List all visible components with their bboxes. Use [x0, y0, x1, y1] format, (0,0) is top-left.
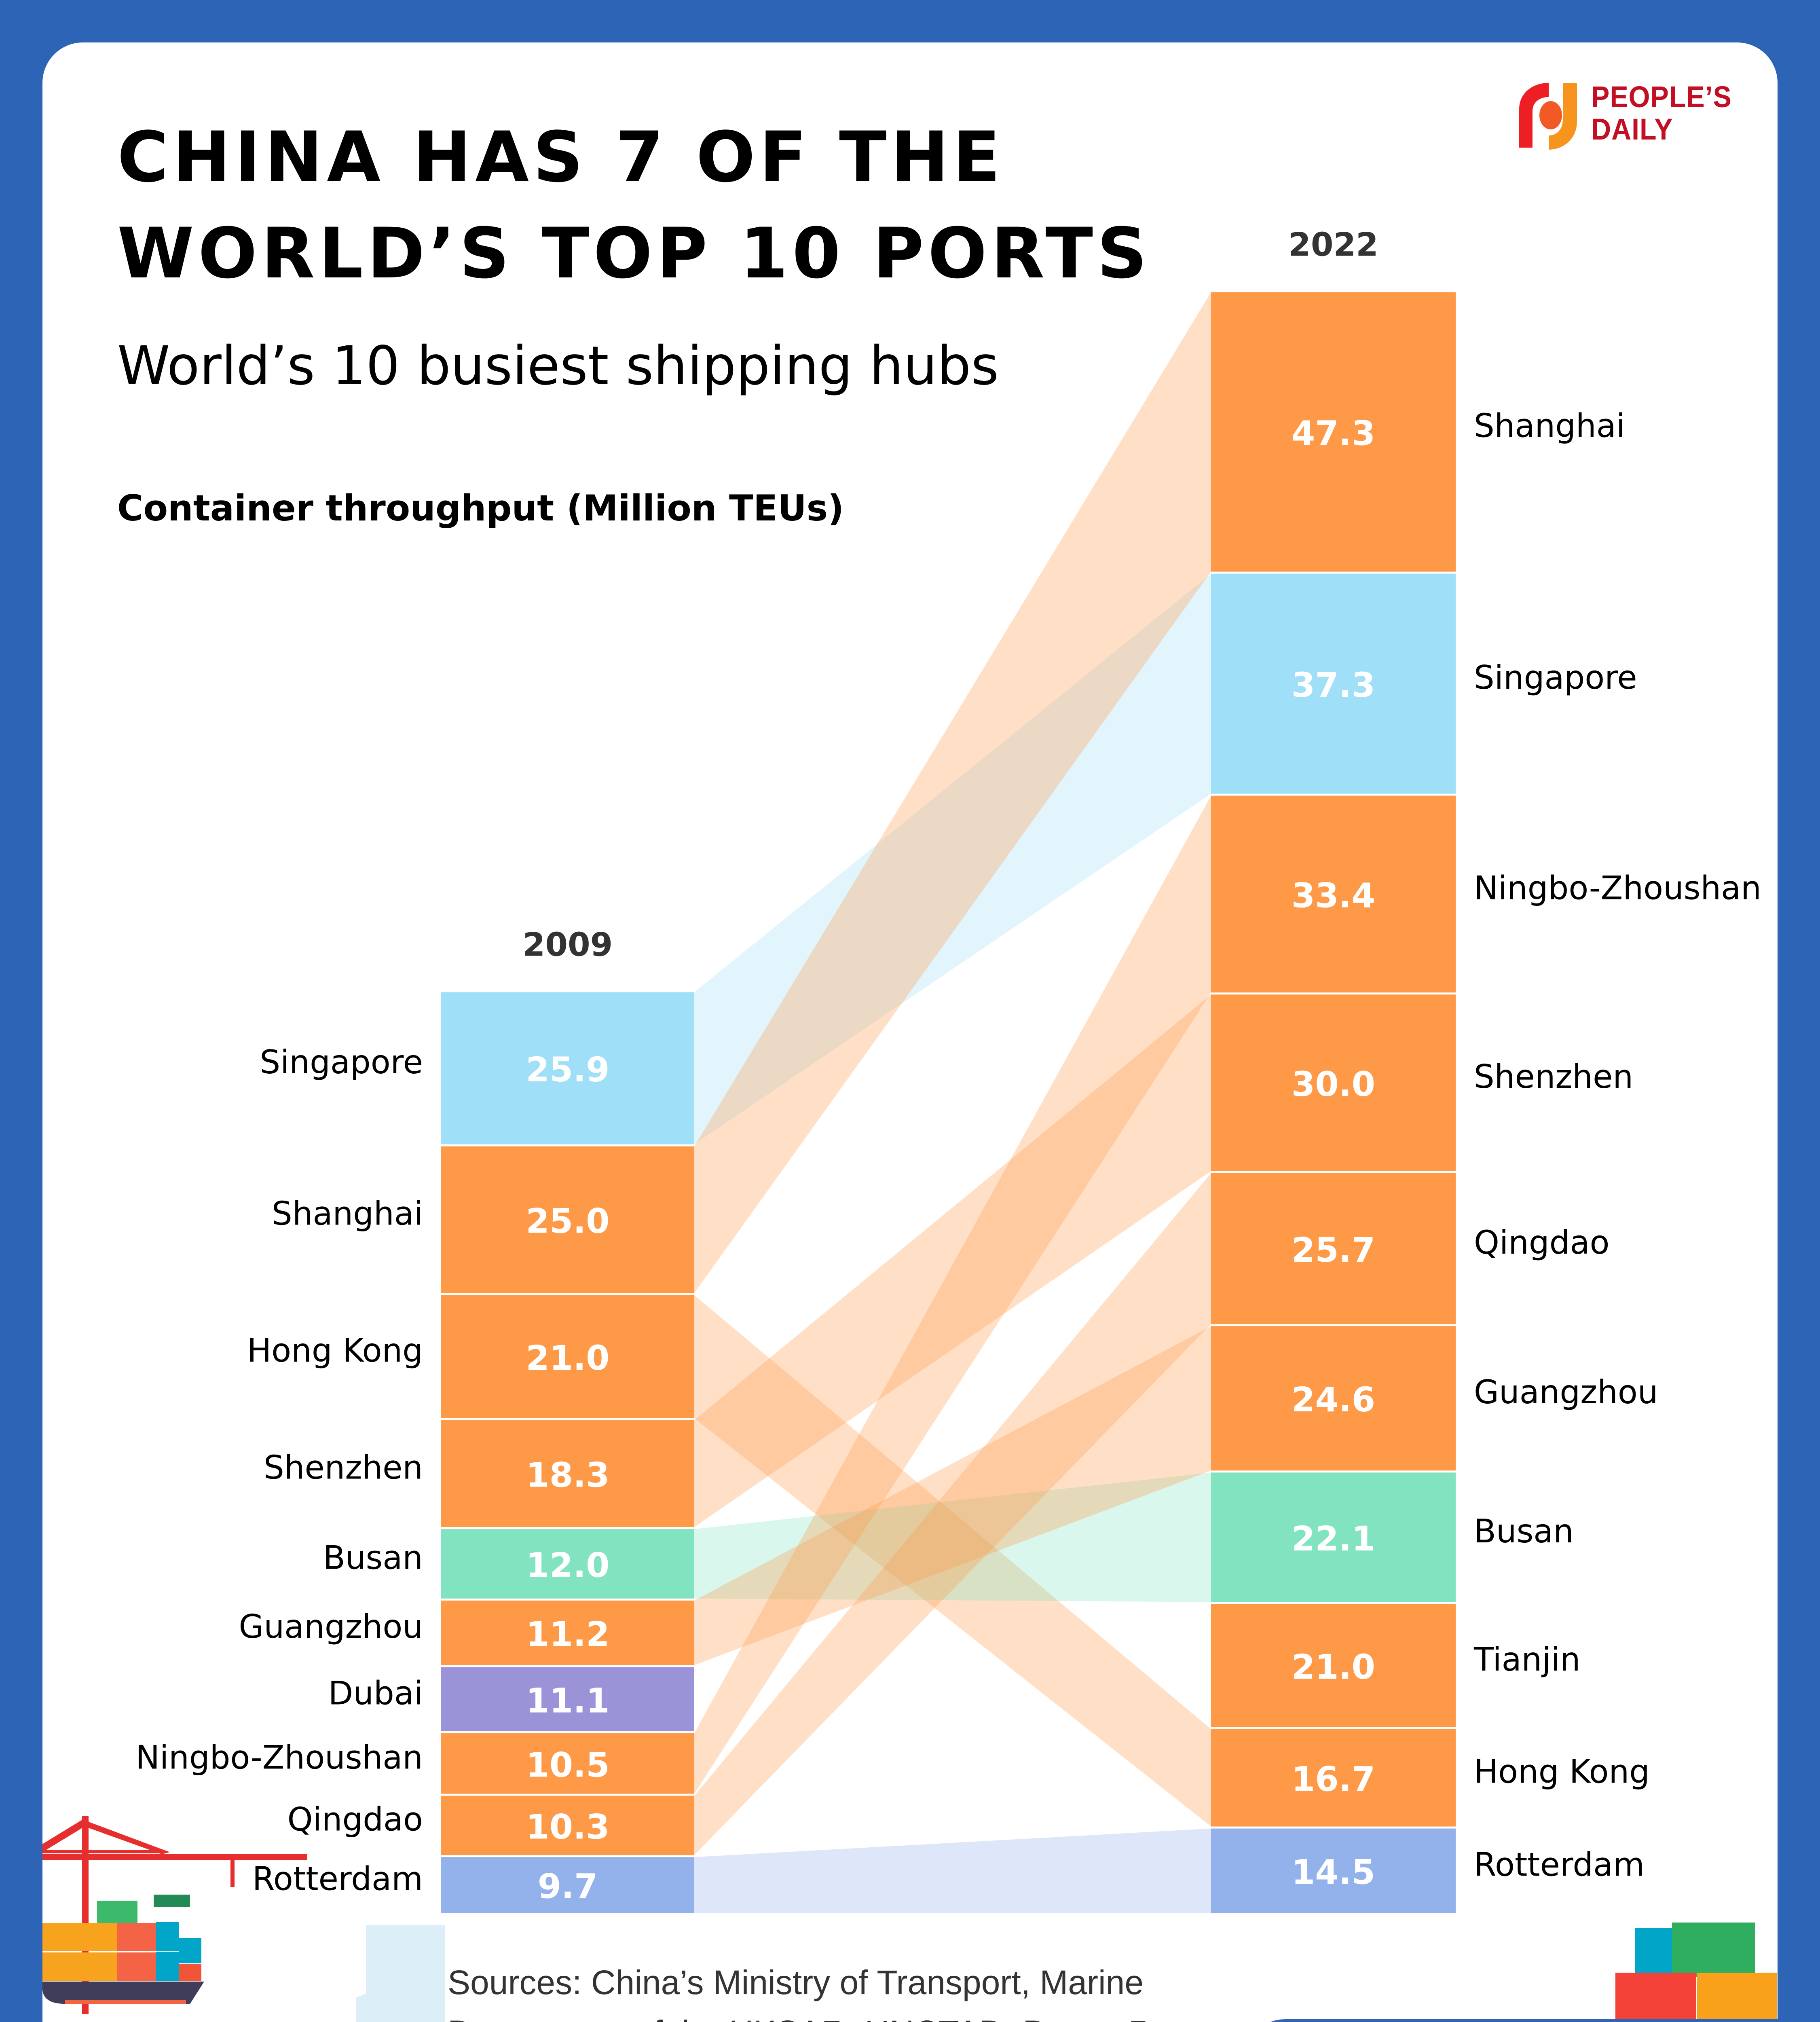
value-label-2022-tianjin: 21.0 [1292, 1647, 1375, 1687]
brand-line-2: DAILY [1591, 112, 1673, 146]
year-label-2009: 2009 [523, 926, 613, 963]
value-label-2022-busan: 22.1 [1292, 1519, 1375, 1559]
bar-2009-singapore [441, 992, 694, 1144]
value-label-2009-singapore: 25.9 [526, 1050, 609, 1089]
port-illustration [42, 1816, 445, 2022]
flow-band-qingdao [694, 1173, 1211, 1855]
port-label-2022-busan: Busan [1474, 1512, 1574, 1550]
value-label-2009-guangzhou: 11.2 [526, 1614, 609, 1654]
value-label-2022-singapore: 37.3 [1292, 665, 1375, 705]
flow-band-shanghai [694, 292, 1211, 1293]
bar-2009-ningbo-zhoushan [441, 1733, 694, 1794]
port-label-2009-guangzhou: Guangzhou [239, 1608, 423, 1646]
sources-note: Sources: China’s Ministry of Transport, … [448, 1963, 1191, 2022]
ship-icon [42, 1982, 204, 2004]
value-label-2009-ningbo-zhoushan: 10.5 [526, 1745, 609, 1785]
value-label-2009-dubai: 11.1 [526, 1681, 609, 1720]
port-label-2009-shanghai: Shanghai [272, 1195, 423, 1233]
port-label-2022-qingdao: Qingdao [1474, 1224, 1609, 1261]
flow-band-busan [694, 1472, 1211, 1602]
value-label-2009-rotterdam: 9.7 [538, 1867, 598, 1906]
page-title: CHINA HAS 7 OF THE WORLD’S TOP 10 PORTS [117, 109, 1151, 302]
flow-band-singapore [694, 573, 1211, 1144]
port-label-2009-rotterdam: Rotterdam [252, 1860, 423, 1898]
value-label-2009-qingdao: 10.3 [526, 1807, 609, 1846]
series-badge: Data on Chinese Modernization [1241, 2019, 1820, 2022]
flow-band-hong-kong [694, 1295, 1211, 1827]
hanging-container-icon [154, 1895, 190, 1907]
port-label-2022-singapore: Singapore [1474, 659, 1637, 696]
title-line-2: WORLD’S TOP 10 PORTS [117, 213, 1151, 294]
bar-2022-ningbo-zhoushan [1211, 795, 1456, 993]
bar-2009-busan [441, 1529, 694, 1599]
bar-2009-shenzhen [441, 1420, 694, 1527]
peoples-daily-icon [1519, 83, 1577, 150]
bar-2009-hong-kong [441, 1295, 694, 1418]
skyline-icon [356, 1925, 445, 2022]
bar-2022-qingdao [1211, 1173, 1456, 1324]
value-label-2022-shanghai: 47.3 [1292, 413, 1375, 453]
bar-2009-qingdao [441, 1796, 694, 1855]
bar-2009-shanghai [441, 1146, 694, 1293]
brand-line-1: PEOPLE’S [1591, 80, 1732, 114]
value-label-2009-busan: 12.0 [526, 1545, 609, 1585]
bar-2009-rotterdam [441, 1857, 694, 1913]
value-label-2022-rotterdam: 14.5 [1292, 1852, 1375, 1892]
value-label-2022-shenzhen: 30.0 [1292, 1064, 1375, 1104]
bar-2022-guangzhou [1211, 1326, 1456, 1471]
peoples-daily-logo: PEOPLE’S DAILY [1510, 81, 1737, 154]
port-label-2009-ningbo-zhoushan: Ningbo-Zhoushan [135, 1739, 423, 1776]
port-label-2009-dubai: Dubai [328, 1674, 423, 1712]
flow-band-shenzhen [694, 994, 1211, 1527]
port-label-2022-rotterdam: Rotterdam [1474, 1846, 1645, 1883]
value-label-2009-shenzhen: 18.3 [526, 1455, 609, 1495]
value-label-2009-shanghai: 25.0 [526, 1201, 609, 1241]
port-label-2009-singapore: Singapore [260, 1043, 423, 1081]
bar-2022-shanghai [1211, 292, 1456, 572]
value-label-2009-hong-kong: 21.0 [526, 1338, 609, 1378]
port-label-2022-tianjin: Tianjin [1473, 1641, 1581, 1678]
title-line-1: CHINA HAS 7 OF THE [117, 116, 1004, 198]
bar-2009-guangzhou [441, 1600, 694, 1665]
bar-2009-dubai [441, 1667, 694, 1732]
value-label-2022-hong-kong: 16.7 [1292, 1760, 1375, 1799]
port-label-2022-hong-kong: Hong Kong [1474, 1753, 1650, 1791]
flow-band-guangzhou [694, 1326, 1211, 1665]
bars: 25.9 Singapore 25.0 Shanghai 21.0 Hong Kong 18… [135, 292, 1761, 1913]
port-label-2022-shanghai: Shanghai [1474, 407, 1625, 444]
flow-band-rotterdam [694, 1828, 1211, 1913]
flow-band-ningbo-zhoushan [694, 795, 1211, 1794]
bar-2022-busan [1211, 1472, 1456, 1602]
bar-2022-singapore [1211, 573, 1456, 794]
container-stack-right-icon [1615, 1923, 1777, 2022]
port-label-2009-busan: Busan [323, 1539, 423, 1576]
bar-2022-rotterdam [1211, 1828, 1456, 1913]
port-label-2009-hong-kong: Hong Kong [247, 1332, 423, 1369]
bar-2022-tianjin [1211, 1604, 1456, 1727]
value-label-2022-qingdao: 25.7 [1292, 1230, 1375, 1270]
bar-2022-hong-kong [1211, 1729, 1456, 1827]
container-stack-icon [42, 1901, 201, 1981]
year-label-2022: 2022 [1288, 226, 1378, 263]
infographic-panel [42, 42, 1778, 2022]
brand-name: PEOPLE’S DAILY [1591, 81, 1732, 146]
value-label-2022-ningbo-zhoushan: 33.4 [1292, 876, 1375, 915]
value-label-2022-guangzhou: 24.6 [1292, 1380, 1375, 1419]
port-label-2022-ningbo-zhoushan: Ningbo-Zhoushan [1474, 869, 1761, 907]
port-label-2009-qingdao: Qingdao [287, 1800, 423, 1838]
flow-bands [694, 292, 1211, 1913]
unit-label: Container throughput (Million TEUs) [117, 487, 844, 529]
subtitle: World’s 10 busiest shipping hubs [117, 335, 999, 397]
port-label-2022-shenzhen: Shenzhen [1474, 1058, 1633, 1096]
port-label-2022-guangzhou: Guangzhou [1474, 1373, 1658, 1411]
bar-2022-shenzhen [1211, 994, 1456, 1171]
port-label-2009-shenzhen: Shenzhen [264, 1449, 423, 1486]
